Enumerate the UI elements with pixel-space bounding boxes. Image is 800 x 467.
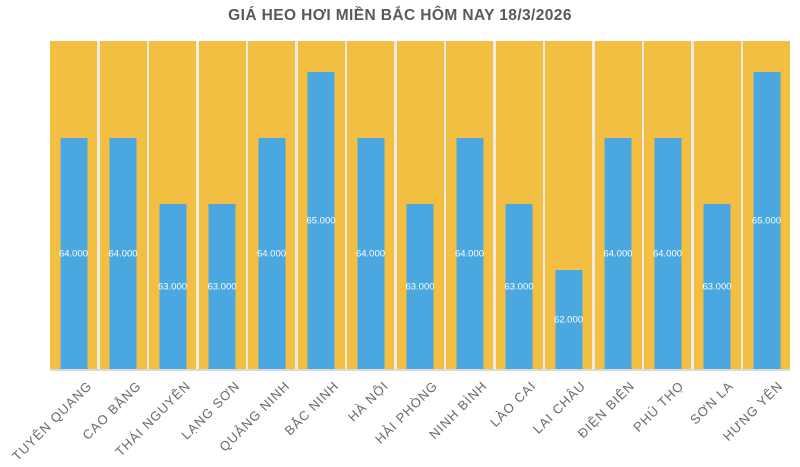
bar-value-label: 63.000 [157,280,188,292]
x-axis-label: PHÚ THỌ [630,378,688,435]
bar-value-label: 63.000 [405,280,435,292]
x-axis-label: HÀ NỘI [344,378,392,425]
value-bar: 63.000 [157,204,188,369]
category-column: 63.000 [396,41,444,369]
category-column: 64.000 [50,41,97,369]
value-bar: 63.000 [207,204,237,369]
value-bar: 64.000 [355,138,386,369]
value-bar: 63.000 [702,204,732,369]
category-column: 64.000 [594,41,642,369]
bar-value-label: 64.000 [355,247,386,259]
category-column: 63.000 [149,41,196,369]
x-axis-label: SƠN LA [687,378,737,428]
x-axis-label: CAO BẰNG [79,378,145,443]
value-bar: 64.000 [603,138,633,369]
value-bar: 63.000 [405,204,435,369]
category-column: 62.000 [545,41,592,369]
category-column: 63.000 [198,41,246,369]
value-bar: 65.000 [306,72,336,369]
bar-value-label: 65.000 [306,214,336,226]
x-axis-label: ĐIỆN BIÊN [574,378,638,441]
category-column: 65.000 [297,41,345,369]
x-axis-label: LAI CHÂU [529,378,589,437]
category-column: 63.000 [693,41,741,369]
bar-value-label: 64.000 [454,247,485,259]
value-bar: 64.000 [256,138,287,369]
x-axis-label: TUYÊN QUANG [9,378,96,464]
x-axis-label: QUẢNG NINH [216,378,293,455]
category-column: 65.000 [743,41,790,369]
bar-value-label: 64.000 [108,247,138,259]
category-column: 64.000 [248,41,295,369]
value-bar: 64.000 [108,138,138,369]
bar-value-label: 64.000 [652,247,683,259]
x-axis-label: HẢI PHÒNG [372,378,441,447]
bar-value-label: 64.000 [256,247,287,259]
value-bar: 64.000 [454,138,485,369]
value-bar: 65.000 [751,72,782,369]
bar-value-label: 64.000 [58,247,89,259]
category-column: 63.000 [495,41,543,369]
x-axis-label: THÁI NGUYÊN [112,378,194,460]
category-column: 64.000 [347,41,394,369]
bar-value-label: 63.000 [207,280,237,292]
category-column: 64.000 [446,41,493,369]
plot-area: 64.000 64.000 63.000 63.000 64.000 65.000 64.0… [50,41,790,371]
category-column: 64.000 [644,41,691,369]
bar-value-label: 62.000 [553,313,584,325]
bar-value-label: 63.000 [504,280,534,292]
bar-value-label: 65.000 [751,214,782,226]
x-axis-label: LÀO CAI [487,378,540,430]
value-bar: 64.000 [58,138,89,369]
value-bar: 62.000 [553,270,584,369]
x-axis-label: BẮC NINH [281,378,342,439]
chart-title: GIÁ HEO HƠI MIỀN BẮC HÔM NAY 18/3/2026 [228,7,572,24]
x-axis-label: NINH BÌNH [425,378,490,442]
category-column: 64.000 [99,41,147,369]
bar-value-label: 63.000 [702,280,732,292]
value-bar: 64.000 [652,138,683,369]
bar-value-label: 64.000 [603,247,633,259]
x-axis-label: HƯNG YÊN [720,378,786,444]
x-axis-label: LẠNG SƠN [178,378,244,443]
value-bar: 63.000 [504,204,534,369]
